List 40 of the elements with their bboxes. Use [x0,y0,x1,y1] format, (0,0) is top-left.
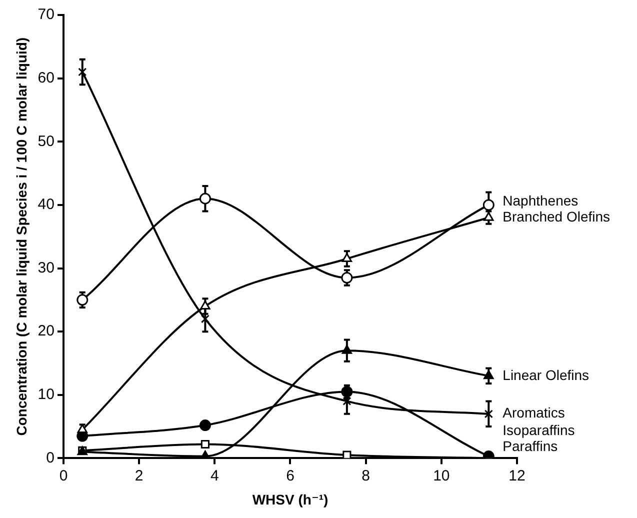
x-tick-label: 4 [210,467,219,484]
point [199,192,211,204]
y-tick-label: 70 [38,6,54,24]
point [200,314,210,324]
point [199,420,211,432]
y-tick-label: 30 [38,259,54,276]
point [342,344,352,354]
point [77,424,88,433]
point [78,68,87,76]
series-label: Naphthenes [502,192,578,208]
x-tick-label: 8 [362,467,370,484]
point [484,212,494,221]
point [484,370,494,380]
y-tick-label: 40 [38,196,54,214]
point [76,294,88,306]
y-tick-label: 20 [38,322,54,340]
point [342,253,352,262]
point [341,272,353,284]
y-tick-label: 60 [38,69,54,86]
x-tick-label: 10 [433,467,450,484]
x-tick-label: 2 [134,467,144,484]
point [200,440,210,449]
series-label: Aromatics [502,404,565,421]
point [484,410,493,418]
y-tick-label: 0 [46,449,54,466]
y-axis-title: Concentration (C molar liquid Species i / 100 C molar liquid) [13,37,30,436]
point [482,199,494,211]
series-label: Branched Olefins [502,208,610,224]
point [200,300,210,310]
point [342,396,352,406]
x-axis-title: WHSV (h⁻¹) [252,491,328,508]
series-label: Paraffins [502,438,558,454]
x-tick-label: 6 [286,467,294,484]
x-tick-label: 12 [508,467,526,484]
series-label: Isoparaffins [502,422,575,438]
x-tick-label: 0 [59,467,68,484]
point [342,450,352,458]
y-tick-label: 50 [38,132,54,150]
y-tick-label: 10 [38,386,54,404]
series-label: Linear Olefins [502,366,590,383]
